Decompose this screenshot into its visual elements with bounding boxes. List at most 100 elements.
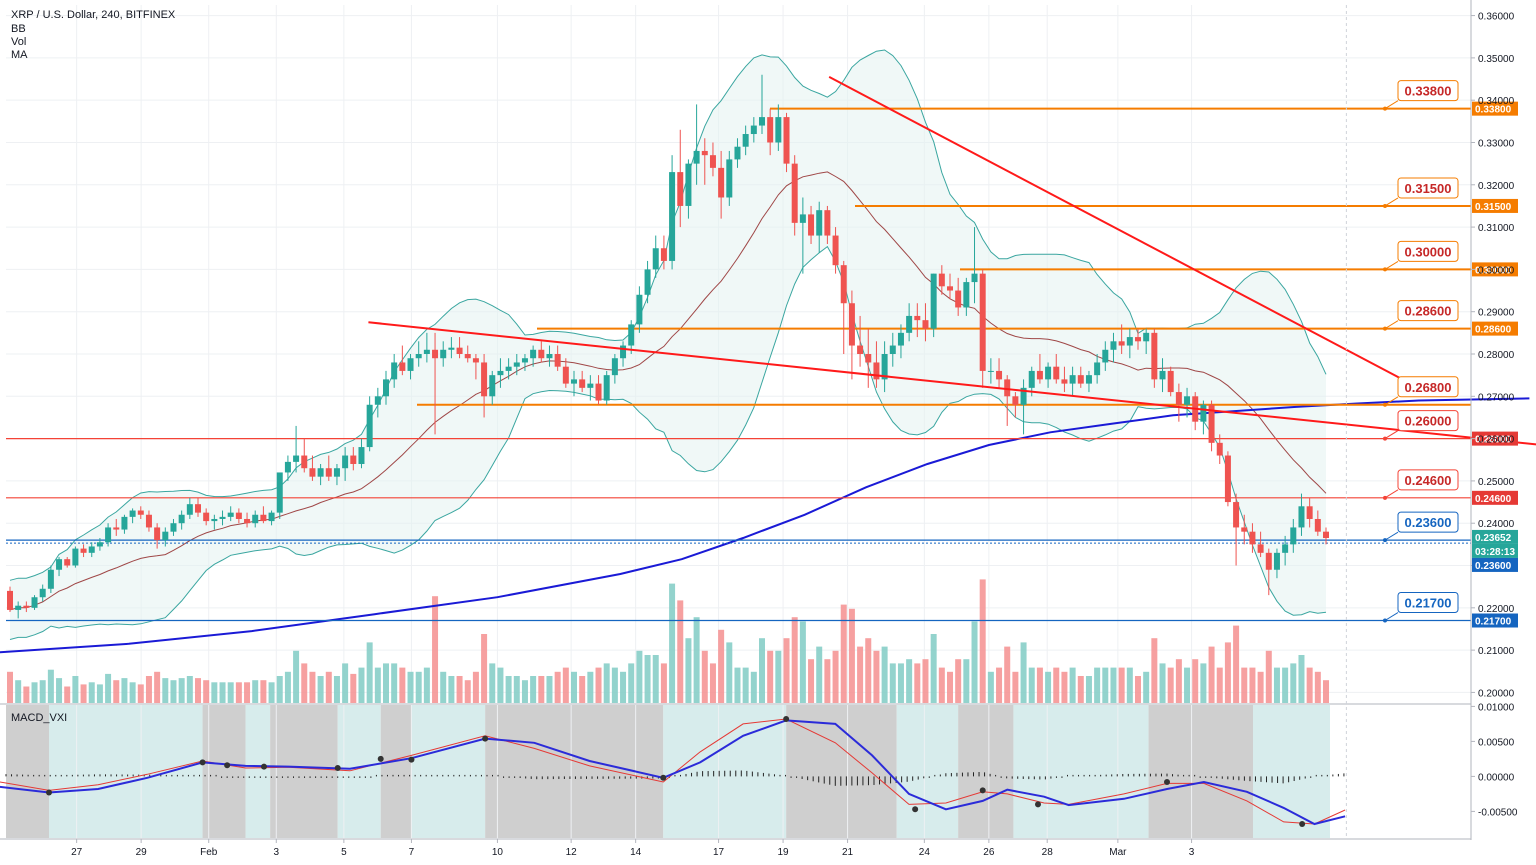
volume-bar [219,682,226,703]
callout-box[interactable] [1397,240,1459,262]
volume-bar [268,682,275,703]
volume-bar [889,663,896,703]
candle-body [1306,506,1313,519]
volume-bar [1143,671,1150,703]
volume-bar [1241,667,1248,703]
volume-bar [513,676,520,703]
volume-bar [195,678,201,703]
callout-box[interactable] [1397,469,1459,491]
candle-body [72,548,79,566]
price-tick-label: 0.30000 [1478,265,1515,276]
macd-pane [0,716,1346,827]
volume-bar [1094,667,1101,703]
candle-body [1159,370,1166,380]
candle-body [1208,404,1215,443]
candle-body [456,347,463,354]
volume-bar [652,655,659,703]
callout-anchor [1383,495,1387,500]
candle-body [1135,337,1141,342]
time-tick-label: 21 [842,847,854,858]
candle-body [1110,341,1117,350]
trend-line[interactable] [828,76,1408,383]
callout-pointer [1384,531,1399,541]
candle-body [1314,518,1321,532]
volume-bar [47,669,54,703]
candle-body [1167,370,1174,393]
trend-line[interactable] [368,321,1536,446]
candle-body [178,514,185,524]
candle-body [652,248,659,270]
volume-bar [481,634,488,703]
current-price-tag [1472,529,1518,544]
callout-box[interactable] [1397,177,1459,199]
volume-bar [1159,663,1166,703]
callout-box[interactable] [1397,592,1459,614]
volume-bar [1184,667,1191,703]
candle-body [399,362,406,371]
candle-body [211,518,218,522]
candle-body [7,590,13,610]
volume-bar [235,682,242,703]
callout-box[interactable] [1397,511,1459,533]
volume-bar [1192,659,1199,703]
callout-pointer [1384,100,1399,110]
candle-body [39,588,46,598]
candle-body [734,146,741,160]
volume-bar [1085,676,1092,703]
volume-bar [1265,650,1272,703]
macd-band [1253,705,1330,838]
price-tick-label: 0.33000 [1478,138,1515,149]
candle-body [64,559,71,566]
volume-bar [170,680,177,703]
callout-label: 0.28600 [1405,304,1452,319]
volume-bar [317,676,324,703]
candle-body [897,332,904,346]
price-tick-label: 0.31000 [1478,223,1515,234]
volume-bar [587,671,594,703]
ma-line [0,397,1530,654]
volume-bar [391,663,398,703]
volume-bar [579,676,586,703]
volume-bar [162,678,169,703]
candle-body [693,150,700,164]
volume-bar [1282,667,1289,703]
callout-anchor [1383,402,1387,407]
callout-box[interactable] [1397,410,1459,432]
volume-bar [571,671,577,703]
candle-body [284,461,291,473]
candle-body [325,468,332,477]
price-tag [1472,101,1518,116]
macd-band [6,705,49,838]
volume-bar [1200,663,1207,703]
volume-bar [276,676,283,703]
volume-bar [113,680,120,703]
candle-body [889,345,896,354]
candlesticks [7,74,1329,619]
macd-cross-dot [1035,801,1041,808]
callout-anchor [1383,203,1387,208]
candle-body [80,548,87,553]
macd-cross-dot [224,762,231,769]
candle-body [464,354,471,359]
price-tag [1472,321,1518,336]
volume-bar [709,663,716,703]
macd-cross-dot [199,759,206,766]
callout-box[interactable] [1397,300,1459,322]
price-tick-label: 0.28000 [1478,350,1515,361]
time-tick-label: Feb [200,847,218,858]
macd-band [337,705,381,838]
candle-body [1273,552,1280,570]
volume-bar [186,676,193,703]
price-tick-label: 0.34000 [1478,96,1515,107]
volume-bar [1151,638,1158,703]
candle-body [1290,527,1297,545]
volume-bar [7,671,13,703]
volume-bar [783,638,790,703]
macd-tick-label: 0.00000 [1478,772,1515,783]
callout-box[interactable] [1397,80,1459,102]
candle-body [587,383,594,388]
callout-box[interactable] [1397,376,1459,398]
candle-body [783,117,790,164]
trend-lines [368,76,1536,446]
